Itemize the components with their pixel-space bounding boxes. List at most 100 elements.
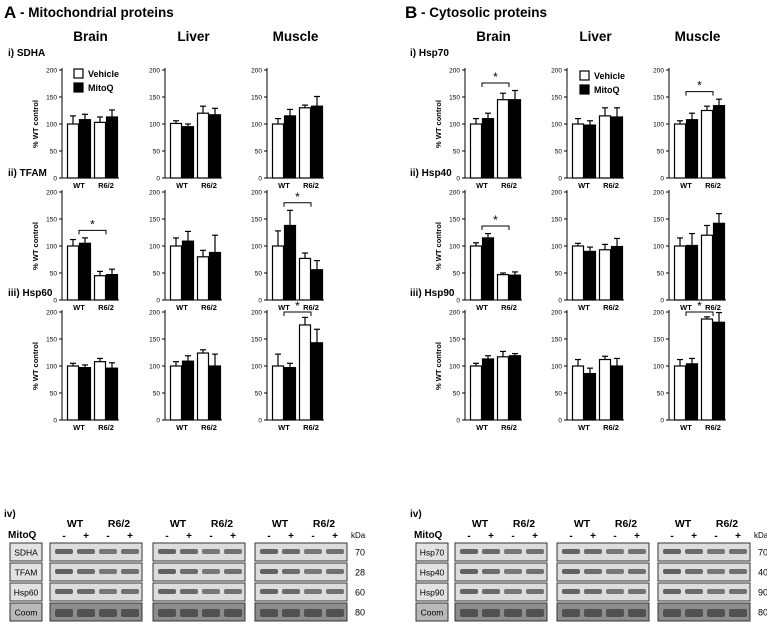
blot-strip (49, 562, 143, 582)
legend-swatch-mitoq (73, 82, 84, 93)
blot-strip (657, 542, 751, 562)
y-tick-label: 50 (255, 271, 263, 278)
blot-lane-sign: - (106, 531, 109, 542)
x-tick-label: R6/2 (501, 423, 517, 432)
y-tick-label: 50 (153, 391, 161, 398)
x-tick-label: R6/2 (303, 181, 319, 190)
y-tick-label: 50 (657, 149, 665, 156)
blot-label: iv) (410, 509, 422, 520)
y-tick-label: 50 (153, 149, 161, 156)
blot-band (562, 589, 580, 594)
blot-band (158, 589, 176, 594)
y-tick-label: 200 (653, 310, 664, 317)
blot-group-wt: WT (574, 518, 591, 530)
blot-band (628, 569, 646, 574)
blot-row-label: Hsp60 (14, 588, 39, 598)
panel-b-title: - Cytosolic proteins (421, 5, 547, 20)
legend-label-mitoq: MitoQ (88, 83, 114, 93)
bar-vehicle (271, 365, 285, 421)
bar-mitoq (283, 367, 297, 421)
blot-band (224, 609, 242, 617)
blot-band (663, 549, 681, 554)
blot-band (482, 589, 500, 594)
y-tick-label: 50 (453, 149, 461, 156)
y-tick-label: 0 (53, 176, 57, 183)
significance-star: * (295, 299, 300, 313)
blot-band (606, 609, 624, 617)
blot-lane-sign: + (186, 531, 192, 542)
blot-band (562, 569, 580, 574)
blot-group-wt: WT (675, 518, 692, 530)
bar-vehicle (66, 365, 80, 421)
blot-band (606, 569, 624, 574)
bar-mitoq (712, 222, 726, 301)
blot-lane-sign: - (670, 531, 673, 542)
blot-band (282, 589, 300, 594)
y-tick-label: 150 (149, 217, 160, 224)
x-tick-label: WT (680, 303, 692, 312)
y-tick-label: 50 (50, 391, 58, 398)
bar-chart-a-sdha-muscle: 0 50 100 150 200 WT R6/2 (251, 68, 324, 190)
y-tick-label: 200 (551, 310, 562, 317)
blot-group-wt: WT (272, 518, 289, 530)
y-tick-label: 50 (555, 391, 563, 398)
x-tick-label: WT (476, 423, 488, 432)
blot-strip (657, 582, 751, 602)
y-tick-label: 200 (449, 68, 460, 75)
blot-band (526, 569, 544, 574)
blot-group-r62: R6/2 (615, 518, 637, 530)
blot-band (584, 569, 602, 574)
y-tick-label: 150 (251, 337, 262, 344)
blot-lane-sign: + (735, 531, 741, 542)
x-tick-label: R6/2 (201, 303, 217, 312)
x-tick-label: R6/2 (98, 181, 114, 190)
x-tick-label: WT (680, 423, 692, 432)
blot-label: iv) (4, 509, 16, 520)
y-tick-label: 0 (660, 176, 664, 183)
y-tick-label: 200 (653, 68, 664, 75)
blot-kda-value: 80 (355, 608, 365, 618)
y-tick-label: 0 (558, 176, 562, 183)
x-tick-label: WT (578, 303, 590, 312)
blot-lane-sign: - (311, 531, 314, 542)
bar-chart-b-hsp90-liver: 0 50 100 150 200 WT R6/2 (551, 310, 624, 432)
blot-band (504, 589, 522, 594)
x-tick-label: WT (680, 181, 692, 190)
blot-band (606, 549, 624, 554)
blot-strip (254, 562, 348, 582)
y-tick-label: 150 (449, 217, 460, 224)
bar-vehicle (169, 122, 183, 179)
blot-treatment-label: MitoQ (414, 530, 443, 541)
bracket-line (283, 202, 312, 207)
blot-strip (254, 542, 348, 562)
y-tick-label: 0 (53, 298, 57, 305)
blot-row-label-box (9, 542, 43, 562)
y-tick-label: 100 (653, 122, 664, 129)
bar-chart-a-sdha-brain: 0 50 100 150 200 % WT control WT R6/2 (31, 68, 119, 190)
blot-lane-sign: + (532, 531, 538, 542)
blot-band (55, 609, 73, 617)
bracket-line (481, 225, 510, 231)
bar-chart-b-hsp70-muscle: 0 50 100 150 200 WT R6/2 * (653, 68, 726, 190)
bar-mitoq (310, 342, 324, 421)
x-tick-label: R6/2 (603, 423, 619, 432)
blot-lane-sign: - (613, 531, 616, 542)
blot-band (663, 569, 681, 574)
panel-b-heading: B - Cytosolic proteins (405, 3, 547, 22)
y-tick-label: 100 (46, 122, 57, 129)
blot-lane-sign: + (590, 531, 596, 542)
y-tick-label: 100 (449, 244, 460, 251)
blot-band (260, 609, 278, 617)
y-tick-label: 200 (46, 190, 57, 197)
blot-lane-sign: - (165, 531, 168, 542)
y-tick-label: 200 (149, 310, 160, 317)
blot-row-label-box (415, 562, 449, 582)
y-tick-label: 150 (449, 95, 460, 102)
blot-band (158, 569, 176, 574)
legend-label-vehicle: Vehicle (88, 69, 119, 79)
blot-band (202, 609, 220, 617)
blot-band (663, 609, 681, 617)
row-title: iii) Hsp60 (8, 288, 53, 299)
blot-band (707, 569, 725, 574)
blot-band (99, 549, 117, 554)
